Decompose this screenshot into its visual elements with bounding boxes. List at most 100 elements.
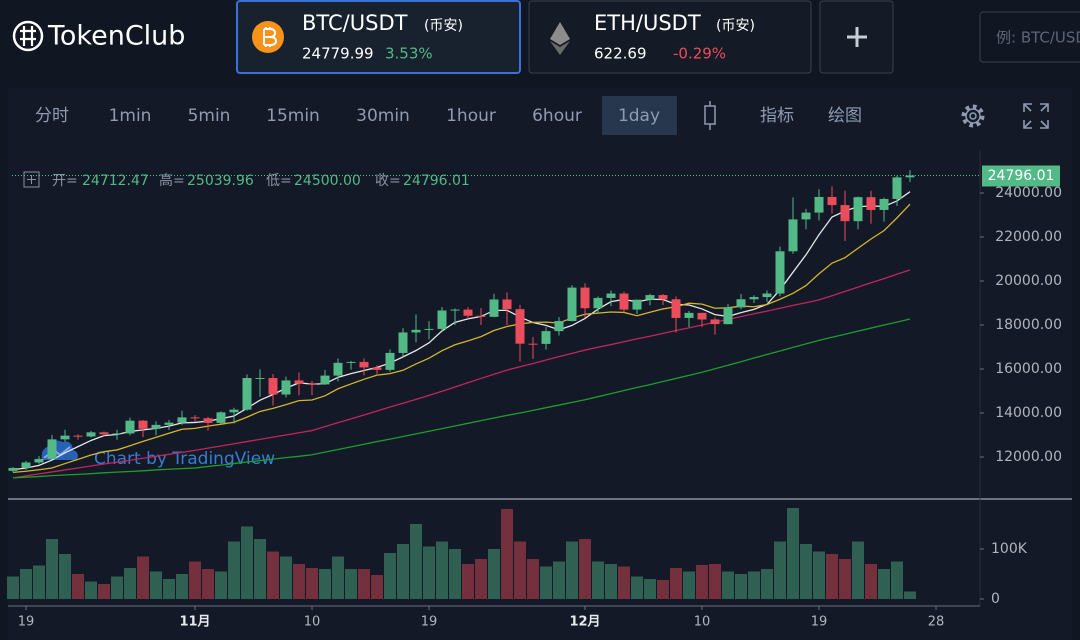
legend-value: 24796.01 <box>403 173 470 189</box>
candle-body <box>567 287 577 322</box>
drawing-button[interactable]: 绘图 <box>828 106 862 126</box>
tab-eth[interactable]: ETH/USDT (币安) 622.69 -0.29% <box>528 0 812 74</box>
volume-bar <box>904 591 916 599</box>
y-tick-label: 22000.00 <box>995 229 1062 245</box>
volume-bar <box>839 559 851 599</box>
candle-body <box>528 343 538 345</box>
fullscreen-icon[interactable] <box>1023 103 1049 129</box>
candle-body <box>827 196 837 206</box>
x-tick-label: 19 <box>811 615 828 630</box>
logo-glyph <box>20 26 36 46</box>
legend-key: 高= <box>159 172 185 189</box>
interval-button[interactable]: 5min <box>188 106 231 126</box>
candle-body <box>333 362 343 376</box>
legend: 开= 24712.47 高= 25039.96 低= 24500.00 收= 2… <box>23 171 470 189</box>
interval-button[interactable]: 1min <box>109 106 152 126</box>
tab-exchange: (币安) <box>424 18 463 34</box>
legend-key: 收= <box>375 173 401 189</box>
interval-button[interactable]: 分时 <box>35 106 69 126</box>
legend-toggle[interactable] <box>23 171 40 188</box>
candle-body <box>268 377 278 395</box>
candle-body <box>710 319 720 325</box>
volume-bar <box>20 569 32 599</box>
candle-body <box>411 329 421 333</box>
logo-icon <box>12 20 44 52</box>
x-tick-label: 28 <box>928 615 945 630</box>
volume-bar <box>72 574 84 599</box>
tab-bg[interactable] <box>236 0 521 74</box>
volume-bar <box>7 576 19 599</box>
candle-body <box>814 196 824 213</box>
candle-body <box>749 297 759 300</box>
volume-bar <box>267 551 279 599</box>
indicators-button[interactable]: 指标 <box>760 106 794 126</box>
chart-panel <box>8 88 1072 640</box>
volume-bar <box>215 571 227 599</box>
candle-body <box>892 177 902 199</box>
y-tick-label: 20000.00 <box>995 273 1062 289</box>
candle-body <box>372 367 382 370</box>
candle-body <box>138 420 148 429</box>
add-tab[interactable] <box>819 0 894 74</box>
candle-body <box>73 435 83 437</box>
legend-value: 24500.00 <box>294 173 361 189</box>
search-box[interactable] <box>979 11 1080 63</box>
legend-key: 开= <box>52 173 78 189</box>
legend-value: 24712.47 <box>82 173 149 189</box>
volume-bar <box>358 569 370 599</box>
tab-btc[interactable]: BTC/USDT (币安) 24779.99 3.53% <box>236 0 521 74</box>
interval-button[interactable]: 1day <box>618 106 660 126</box>
candle-body <box>723 307 733 325</box>
candle-body <box>281 380 291 395</box>
x-tick-label: 10 <box>304 615 321 630</box>
eth-icon <box>550 22 570 45</box>
volume-bar <box>605 564 617 599</box>
y-tick-label: 12000.00 <box>995 449 1062 465</box>
volume-bar <box>514 541 526 599</box>
volume-bar <box>579 539 591 599</box>
volume-bar <box>644 579 656 599</box>
volume-bar <box>722 571 734 599</box>
legend-key: 低= <box>266 173 292 189</box>
moving-average <box>12 191 911 471</box>
tab-bg[interactable] <box>528 0 812 74</box>
candle-body <box>398 332 408 353</box>
settings-icon[interactable] <box>961 104 985 128</box>
volume-bar <box>891 561 903 599</box>
candle-body <box>164 422 174 425</box>
volume-bar <box>748 571 760 599</box>
search[interactable]: 例: BTC/USDT <box>979 11 1080 63</box>
candle-body <box>60 435 70 440</box>
volume-bar <box>254 539 266 599</box>
x-tick-label: 10 <box>694 615 711 630</box>
last-price-label: 24796.01 <box>988 168 1055 184</box>
candle-body <box>229 409 239 413</box>
eth-icon-bottom <box>550 41 570 55</box>
candle-body <box>385 352 395 370</box>
volume-bar <box>761 569 773 599</box>
candle-body <box>86 432 96 437</box>
candle-body <box>177 417 187 423</box>
candle-body <box>697 312 707 320</box>
tab-price: 622.69 <box>594 45 647 63</box>
interval-button[interactable]: 6hour <box>532 106 582 126</box>
candle-body <box>606 293 616 298</box>
candle-body <box>112 433 122 435</box>
active-interval-bg <box>602 96 677 135</box>
candle-body <box>619 293 629 310</box>
settings-hole <box>969 112 977 120</box>
candle-body <box>346 361 356 363</box>
candle-body <box>554 321 564 332</box>
candle-body <box>866 197 876 210</box>
interval-button[interactable]: 1hour <box>446 106 496 126</box>
tab-change: -0.29% <box>673 45 726 63</box>
interval-button[interactable]: 15min <box>266 106 320 126</box>
volume-tick-label: 100K <box>991 541 1028 557</box>
volume-bar <box>787 508 799 599</box>
candle-body <box>489 299 499 317</box>
candle-body <box>476 315 486 317</box>
moving-average <box>12 203 911 474</box>
interval-button[interactable]: 30min <box>356 106 410 126</box>
volume-bar <box>553 561 565 599</box>
